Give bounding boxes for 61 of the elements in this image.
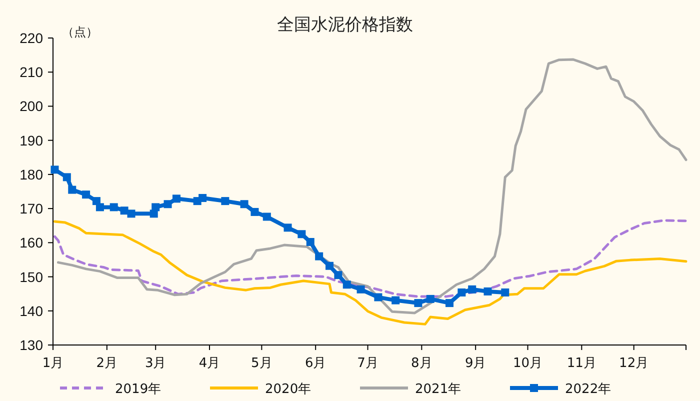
y-tick-label: 140 xyxy=(20,302,44,319)
legend-label: 2022年 xyxy=(565,382,612,397)
point xyxy=(484,287,492,296)
point xyxy=(326,262,334,270)
point xyxy=(356,285,365,294)
x-tick-label: 6月 xyxy=(304,356,326,371)
y-tick-label: 200 xyxy=(20,98,44,114)
point xyxy=(120,206,128,215)
point xyxy=(62,173,71,182)
x-tick-label: 8月 xyxy=(411,356,432,371)
y-tick-label: 160 xyxy=(20,234,44,251)
point xyxy=(374,293,382,302)
point xyxy=(250,208,259,216)
point xyxy=(96,203,104,212)
point xyxy=(172,194,180,203)
y-axis-title: （点） xyxy=(62,25,98,39)
point xyxy=(334,271,342,280)
point xyxy=(262,212,271,221)
point xyxy=(501,288,510,296)
x-tick-label: 11月 xyxy=(566,356,596,371)
point xyxy=(221,197,230,206)
y-tick-label: 150 xyxy=(20,268,44,285)
point xyxy=(127,210,136,218)
chart-title: 全国水泥价格指数 xyxy=(277,15,413,35)
point xyxy=(445,299,454,308)
point xyxy=(152,203,160,212)
y-tick-label: 220 xyxy=(20,30,44,46)
point xyxy=(68,186,76,194)
point xyxy=(284,224,292,232)
point xyxy=(82,190,90,199)
point xyxy=(306,238,314,246)
y-tick-label: 170 xyxy=(20,200,44,217)
point xyxy=(315,252,324,260)
x-tick-label: 7月 xyxy=(357,356,378,371)
y-tick-label: 130 xyxy=(20,337,44,353)
point xyxy=(110,203,118,212)
legend-label: 2019年 xyxy=(115,382,162,397)
point xyxy=(342,280,351,289)
point xyxy=(458,288,466,296)
point xyxy=(240,200,248,208)
x-tick-label: 5月 xyxy=(251,356,272,371)
point xyxy=(198,194,207,202)
point xyxy=(392,296,400,304)
point xyxy=(426,294,434,303)
x-tick-label: 4月 xyxy=(198,356,220,371)
x-tick-label: 3月 xyxy=(144,356,166,371)
legend-label: 2021年 xyxy=(415,382,462,397)
y-tick-label: 190 xyxy=(20,132,44,148)
point xyxy=(50,166,59,174)
legend-label: 2020年 xyxy=(265,382,312,397)
x-tick-label: 1月 xyxy=(42,356,64,371)
point xyxy=(468,285,476,294)
x-tick-label: 2月 xyxy=(96,356,118,371)
x-tick-label: 9月 xyxy=(464,356,486,371)
y-tick-label: 180 xyxy=(20,166,44,182)
point xyxy=(298,230,306,238)
y-tick-label: 210 xyxy=(20,64,44,80)
x-tick-label: 12月 xyxy=(619,356,649,371)
point xyxy=(414,299,422,308)
x-tick-label: 10月 xyxy=(512,356,543,371)
point xyxy=(164,200,172,208)
